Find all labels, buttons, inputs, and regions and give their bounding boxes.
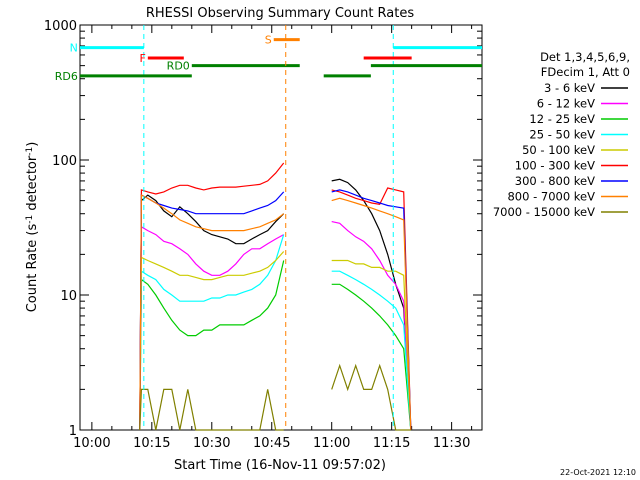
marker-label: RD6 — [55, 70, 78, 83]
chart-title: RHESSI Observing Summary Count Rates — [146, 6, 415, 21]
series-line — [139, 234, 285, 431]
series-line — [139, 191, 285, 431]
legend-label: 12 - 25 keV — [529, 112, 595, 126]
y-axis-label-sup1: -1 — [25, 215, 35, 224]
x-tick-label: 10:15 — [133, 436, 170, 451]
x-tick-label: 10:45 — [253, 436, 290, 451]
y-axis-label: Count Rate (s-1 detector-1) — [25, 142, 40, 313]
marker-label: S — [265, 34, 272, 47]
series-line — [331, 270, 412, 431]
series-line — [331, 187, 412, 431]
legend-header-line1: Det 1,3,4,5,6,9, — [540, 50, 630, 64]
series-line — [331, 197, 412, 431]
x-axis-label: Start Time (16-Nov-11 09:57:02) — [174, 458, 386, 473]
legend: Det 1,3,4,5,6,9, FDecim 1, Att 0 3 - 6 k… — [493, 50, 630, 219]
legend-label: 25 - 50 keV — [529, 128, 595, 142]
series-line — [139, 225, 284, 431]
series-line — [331, 259, 412, 431]
legend-header-line2: FDecim 1, Att 0 — [541, 65, 630, 79]
markers-layer: N F RD0 RD6 S — [55, 25, 482, 430]
y-tick-label: 1000 — [44, 19, 77, 34]
series-line — [331, 189, 412, 431]
legend-label: 6 - 12 keV — [537, 97, 595, 111]
marker-label: F — [140, 52, 146, 65]
legend-label: 7000 - 15000 keV — [493, 205, 595, 219]
series-line — [331, 283, 412, 431]
y-axis: 1 10 100 1000 — [44, 19, 482, 439]
series-line — [139, 162, 285, 431]
marker-label: RD0 — [167, 60, 190, 73]
y-axis-label-main: Count Rate (s — [25, 224, 40, 313]
legend-label: 3 - 6 keV — [544, 81, 595, 95]
y-tick-label: 10 — [60, 289, 77, 304]
x-tick-label: 10:30 — [193, 436, 230, 451]
x-tick-label: 11:00 — [313, 436, 350, 451]
y-axis-label-end: ) — [25, 142, 40, 147]
x-axis: 10:00 10:15 10:30 10:45 11:00 11:15 11:30 — [73, 25, 473, 451]
series-line — [139, 251, 285, 431]
series-line — [139, 260, 285, 431]
y-tick-label: 1 — [69, 424, 77, 439]
legend-label: 50 - 100 keV — [522, 143, 595, 157]
x-tick-label: 10:00 — [73, 436, 110, 451]
series-line — [139, 194, 285, 431]
series-line — [139, 194, 285, 431]
legend-label: 300 - 800 keV — [515, 174, 595, 188]
marker-label: N — [70, 42, 78, 55]
y-axis-label-group: Count Rate (s-1 detector-1) — [25, 142, 40, 313]
y-axis-label-mid: detector — [25, 155, 40, 215]
x-tick-label: 11:30 — [433, 436, 470, 451]
legend-label: 100 - 300 keV — [515, 159, 595, 173]
y-tick-label: 100 — [52, 154, 77, 169]
series-line — [331, 363, 411, 431]
y-axis-label-sup2: -1 — [25, 147, 35, 156]
series-line — [331, 221, 412, 431]
series-layer — [139, 162, 412, 431]
series-line — [331, 178, 412, 431]
legend-label: 800 - 7000 keV — [507, 190, 595, 204]
x-tick-label: 11:15 — [373, 436, 410, 451]
series-line — [139, 388, 284, 431]
timestamp: 22-Oct-2021 12:10 — [560, 468, 636, 477]
